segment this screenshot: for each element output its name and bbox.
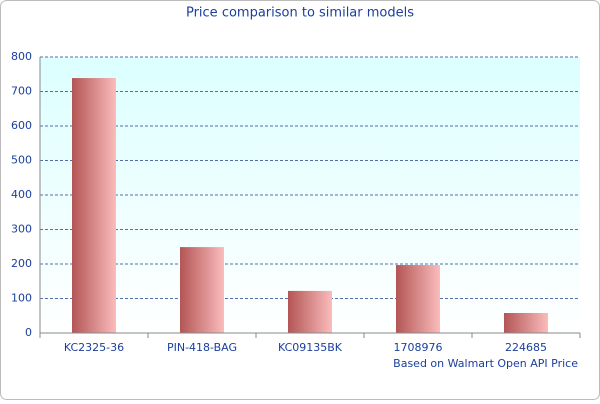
x-tick-label: 1708976 [394, 341, 443, 354]
y-tick-label: 600 [11, 119, 32, 132]
bar [288, 290, 332, 333]
bar [396, 265, 440, 333]
annotation: Based on Walmart Open API Price [393, 357, 578, 370]
y-tick-label: 500 [11, 154, 32, 167]
x-tick-label: KC2325-36 [64, 341, 124, 354]
y-tick-label: 300 [11, 223, 32, 236]
chart-title: Price comparison to similar models [186, 6, 414, 21]
bar [180, 247, 224, 333]
y-tick-label: 700 [11, 85, 32, 98]
y-tick-label: 0 [25, 326, 32, 339]
y-tick-label: 800 [11, 50, 32, 63]
y-tick-label: 400 [11, 188, 32, 201]
y-tick-label: 200 [11, 257, 32, 270]
x-tick-label: KC09135BK [278, 341, 343, 354]
bar [504, 312, 548, 333]
x-tick-label: PIN-418-BAG [167, 341, 237, 354]
bar [72, 78, 116, 333]
y-tick-label: 100 [11, 292, 32, 305]
x-tick-label: 224685 [505, 341, 547, 354]
